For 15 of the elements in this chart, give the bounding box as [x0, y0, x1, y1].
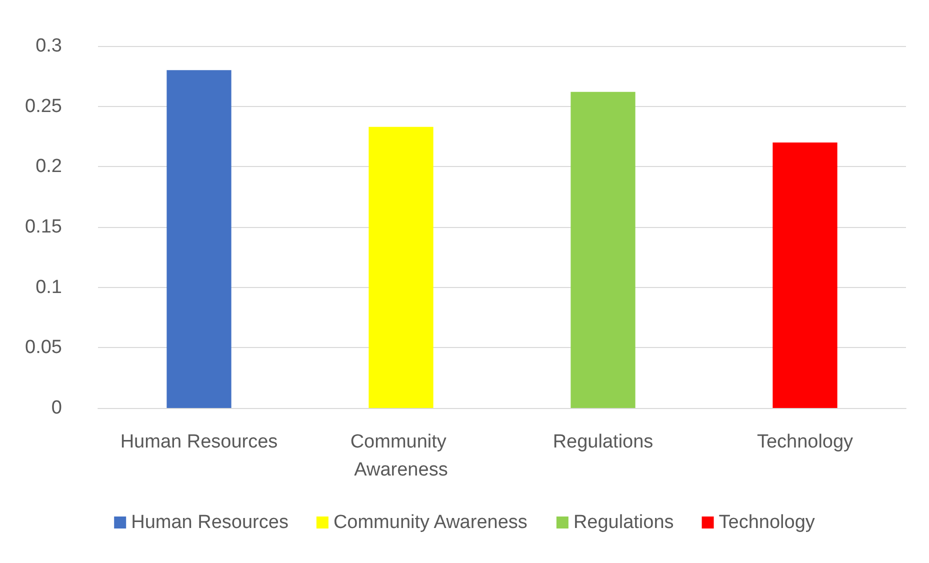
y-tick-label: 0.15	[25, 216, 62, 238]
y-tick-label: 0.25	[25, 96, 62, 117]
legend-label: Human Resources	[131, 512, 288, 533]
legend-label: Regulations	[573, 512, 674, 533]
legend-label: Technology	[718, 512, 816, 533]
x-tick-label: Human Resources	[120, 432, 278, 452]
y-tick-label: 0.3	[36, 36, 62, 56]
y-tick-label: 0	[51, 398, 62, 418]
x-tick-label: Regulations	[552, 432, 654, 452]
x-tick-label: Community Awareness	[350, 432, 452, 480]
y-tick-label: 0.05	[25, 337, 62, 358]
y-tick-label: 0.1	[36, 276, 62, 298]
y-tick-label: 0.2	[36, 156, 62, 178]
legend-label: Community Awareness	[333, 512, 528, 533]
x-tick-label: Technology	[756, 432, 854, 452]
